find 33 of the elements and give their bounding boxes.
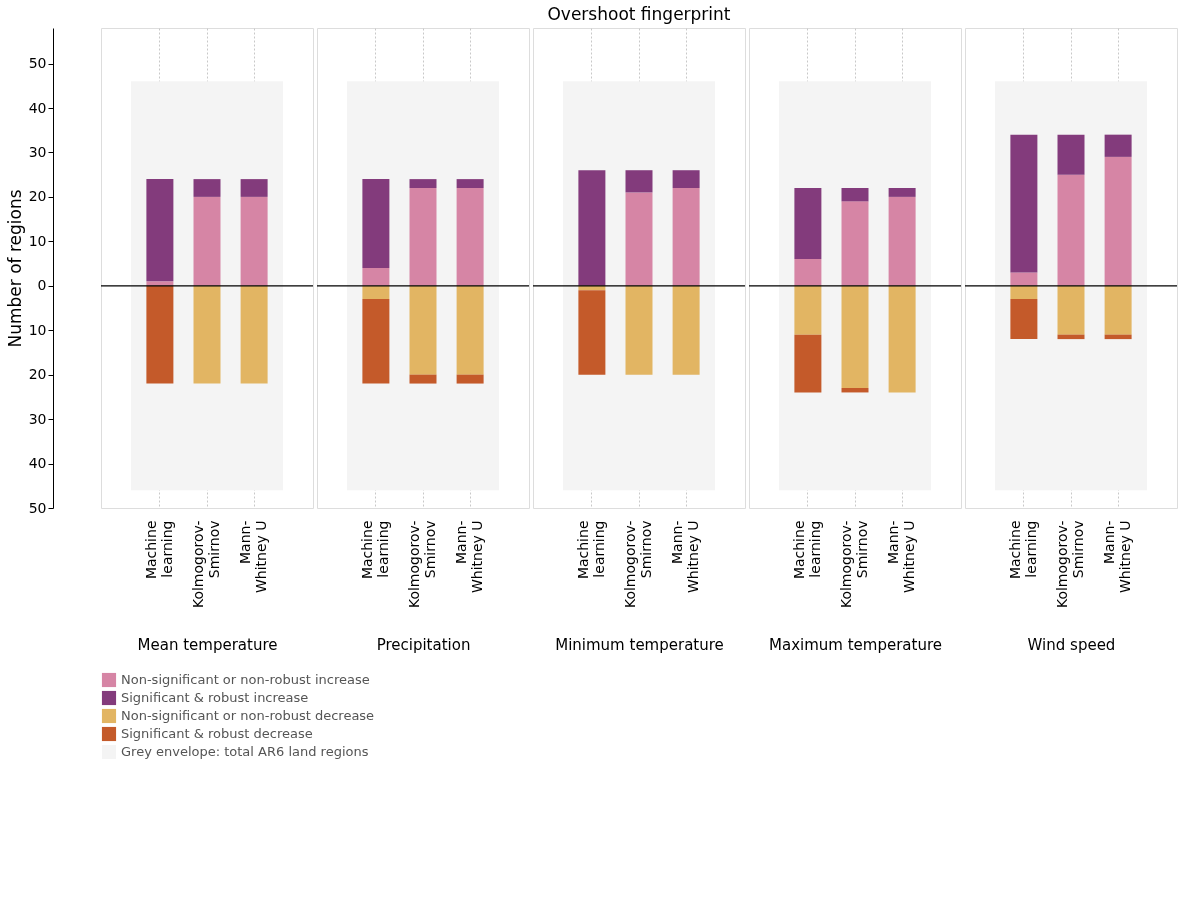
x-tick-label: Machine learning [1006,520,1039,580]
x-tick-label: Machine learning [790,520,823,580]
y-tick-label: 10 [28,321,47,338]
y-tick-label: 10 [28,232,47,249]
x-axis-title: Minimum temperature [555,636,724,655]
y-tick-label: 50 [28,499,47,516]
y-tick-label: 40 [28,99,47,116]
y-tick-label: 20 [28,366,47,383]
x-axis-title: Maximum temperature [769,636,942,655]
x-tick-label: Mann-Whitney U [453,520,486,594]
y-tick-label: 30 [28,143,47,160]
x-tick-label: Mann-Whitney U [669,520,702,594]
x-tick-label: Machine learning [574,520,607,580]
legend-label: Non-significant or non-robust decrease [121,708,375,723]
y-tick-label: 30 [28,410,47,427]
legend-label: Non-significant or non-robust increase [121,672,370,687]
y-tick-label: 0 [37,277,47,294]
legend-label: Significant & robust decrease [121,726,313,741]
x-axis-title: Precipitation [376,636,471,655]
x-tick-label: Mann-Whitney U [237,520,270,594]
legend-label: Grey envelope: total AR6 land regions [121,744,369,759]
chart-title: Overshoot fingerprint [547,4,731,24]
x-axis-title: Wind speed [1027,636,1116,655]
x-axis-title: Mean temperature [137,636,278,655]
y-tick-label: 50 [28,55,47,72]
x-tick-label: Mann-Whitney U [885,520,918,594]
y-tick-label: 40 [28,455,47,472]
x-tick-label: Mann-Whitney U [1101,520,1134,594]
y-tick-label: 20 [28,188,47,205]
x-tick-label: Machine learning [142,520,175,580]
x-tick-label: Machine learning [358,520,391,580]
y-axis-title: Number of regions [4,189,25,348]
legend-label: Significant & robust increase [121,690,309,705]
